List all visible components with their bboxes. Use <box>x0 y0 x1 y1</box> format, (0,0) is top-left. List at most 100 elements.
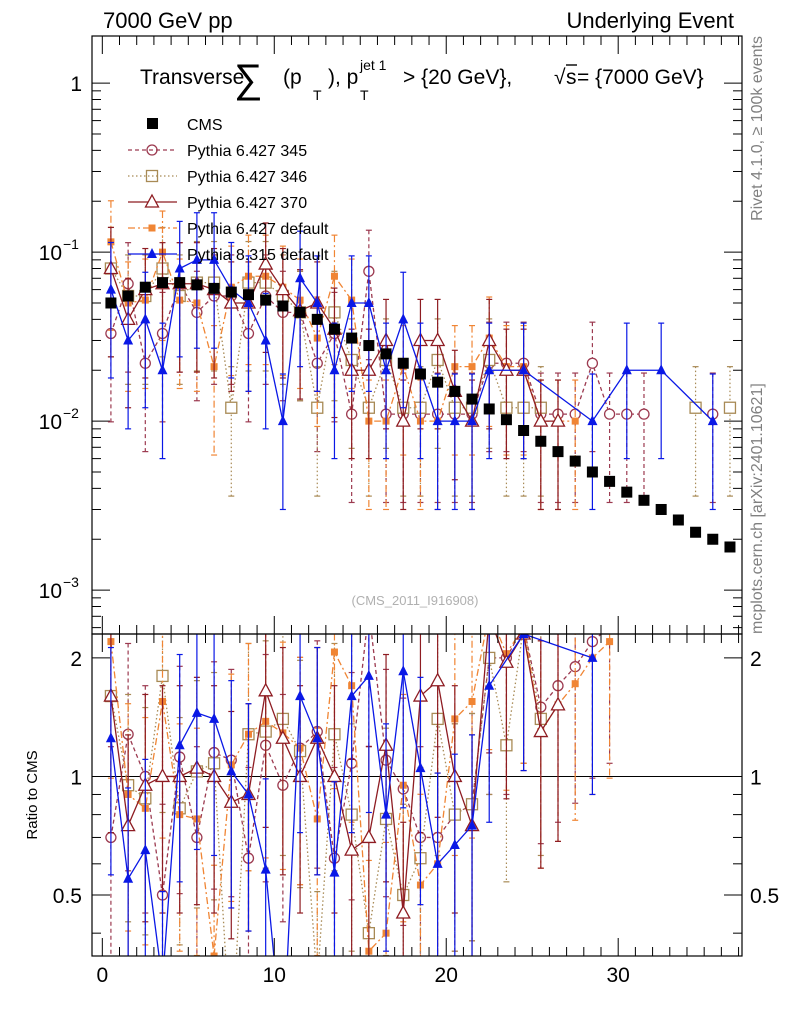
main-point-p8 <box>398 313 409 324</box>
legend-label-pdef: Pythia 6.427 default <box>187 221 329 238</box>
ratio-ytick-label: 0.5 <box>53 885 82 908</box>
ratio-ytick-label-right: 1 <box>750 766 762 789</box>
main-series-p8 <box>105 212 718 511</box>
legend-marker-pdef <box>148 224 156 232</box>
analysis-watermark: (CMS_2011_I916908) <box>352 593 479 608</box>
main-point-cms <box>518 424 530 436</box>
title-sup-jet: jet 1 <box>359 57 387 73</box>
legend-entry-p370: Pythia 6.427 370 <box>128 193 307 212</box>
ratio-point-pdef <box>520 623 527 630</box>
ratio-point-p370 <box>533 723 549 738</box>
ratio-point-p370 <box>361 829 377 844</box>
ratio-point-pdef <box>571 680 579 688</box>
title-open: (p <box>283 66 302 89</box>
svg-text:Transverse: Transverse <box>140 66 244 89</box>
ratio-frame <box>91 633 743 957</box>
header-right: Underlying Event <box>566 8 734 33</box>
main-point-pdef <box>468 363 476 371</box>
ratio-point-p8 <box>346 690 357 701</box>
main-point-p8 <box>484 364 495 375</box>
rivet-label: Rivet 4.1.0, ≥ 100k events <box>749 36 766 221</box>
main-point-cms <box>380 348 392 360</box>
svg-text:), p: ), p <box>328 66 358 89</box>
main-ytick-exponent: −1 <box>63 236 79 252</box>
main-point-cms <box>105 297 117 309</box>
main-point-cms <box>535 435 547 447</box>
main-point-p8 <box>174 262 185 273</box>
ratio-point-p370 <box>483 609 496 621</box>
ratio-point-p370 <box>395 904 411 919</box>
ratio-point-p8 <box>243 788 254 799</box>
ratio-point-p370 <box>550 696 566 711</box>
svg-text:> {20 GeV},: > {20 GeV}, <box>403 66 512 89</box>
main-ytick-exponent: −3 <box>63 574 79 590</box>
ratio-panel: 2 2 1 1 0.5 0.5 Ratio to CMS <box>24 609 779 988</box>
main-point-p8 <box>277 415 288 426</box>
main-point-cms <box>328 323 340 335</box>
ratio-point-p8 <box>518 634 529 638</box>
x-tick-label: 0 <box>96 964 108 987</box>
main-axis-ticks: 110−110−210−3 <box>39 73 742 629</box>
main-point-cms <box>466 393 478 405</box>
ratio-point-p8 <box>381 808 392 819</box>
main-point-p370 <box>430 332 446 347</box>
ratio-point-p8 <box>140 844 151 855</box>
main-point-cms <box>139 281 151 293</box>
main-point-cms <box>122 290 134 302</box>
ratio-point-p8 <box>295 690 306 701</box>
ratio-point-p8 <box>260 863 271 874</box>
main-point-p346 <box>225 401 238 414</box>
main-point-cms <box>191 279 203 291</box>
main-point-cms <box>157 277 169 289</box>
legend-entry-p345: Pythia 6.427 345 <box>128 143 307 160</box>
legend-entry-pdef: Pythia 6.427 default <box>128 221 329 238</box>
ratio-point-pdef <box>486 610 493 617</box>
ratio-point-p346 <box>518 621 529 632</box>
main-point-cms <box>397 357 409 369</box>
main-point-cms <box>500 414 512 426</box>
legend-label-p346: Pythia 6.427 346 <box>187 169 307 186</box>
main-ytick-label: 10 <box>39 411 62 434</box>
main-point-p8 <box>449 415 460 426</box>
main-point-p370 <box>533 412 549 427</box>
legend-label-p370: Pythia 6.427 370 <box>187 195 307 212</box>
main-point-p8 <box>123 334 134 345</box>
main-series-cms <box>105 277 736 553</box>
ratio-point-p8 <box>174 739 185 750</box>
ratio-point-p8 <box>123 872 134 883</box>
main-ytick-label: 10 <box>39 242 62 265</box>
ratio-point-p8 <box>363 669 374 680</box>
x-axis-ticks: 0 10 20 30 <box>96 36 740 987</box>
main-point-cms <box>174 277 186 289</box>
main-point-cms <box>242 289 254 301</box>
main-point-p370 <box>498 361 515 376</box>
main-point-p370 <box>395 412 411 427</box>
ratio-point-p370 <box>154 768 171 783</box>
main-point-p345 <box>603 408 616 420</box>
ratio-point-p370 <box>326 768 343 783</box>
main-point-cms <box>363 340 375 352</box>
main-point-cms <box>449 385 461 397</box>
ratio-point-p346 <box>312 977 323 988</box>
svg-text:(p: (p <box>283 66 302 89</box>
legend-entry-p8: Pythia 8.315 default <box>128 247 329 264</box>
ratio-point-pdef <box>606 638 614 646</box>
ratio-point-pdef <box>210 952 218 956</box>
title-close: ), p <box>328 66 358 89</box>
ratio-series-pdef <box>107 610 614 956</box>
main-point-p8 <box>363 296 374 307</box>
main-point-p346 <box>723 401 737 414</box>
main-line-pdef <box>110 241 576 422</box>
ratio-point-p8 <box>467 819 478 830</box>
main-point-p8 <box>621 364 632 375</box>
x-tick-label: 10 <box>263 964 286 987</box>
ratio-ytick-label-right: 0.5 <box>750 885 779 908</box>
main-point-p8 <box>140 313 151 324</box>
main-point-p8 <box>518 364 529 375</box>
main-point-cms <box>277 300 289 312</box>
ratio-line-p346 <box>110 634 542 956</box>
main-point-p370 <box>275 281 291 296</box>
main-point-cms <box>260 294 272 306</box>
ratio-point-p8 <box>398 665 409 676</box>
